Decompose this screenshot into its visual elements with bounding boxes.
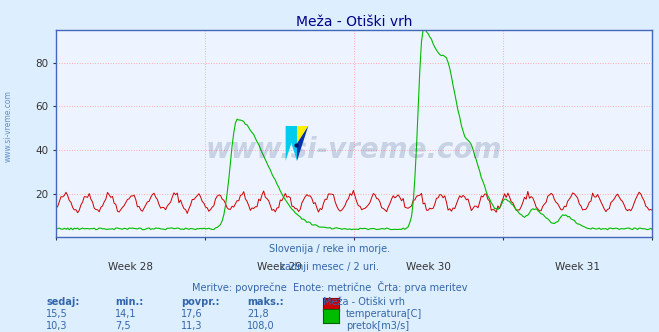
Polygon shape: [297, 126, 308, 143]
Text: Slovenija / reke in morje.: Slovenija / reke in morje.: [269, 244, 390, 254]
Text: 15,5: 15,5: [46, 309, 68, 319]
Polygon shape: [297, 126, 308, 161]
Text: 21,8: 21,8: [247, 309, 269, 319]
Text: Meža - Otiški vrh: Meža - Otiški vrh: [323, 297, 405, 307]
Text: zadnji mesec / 2 uri.: zadnji mesec / 2 uri.: [280, 262, 379, 272]
Text: Week 28: Week 28: [108, 262, 153, 272]
Text: Week 31: Week 31: [556, 262, 600, 272]
Text: 10,3: 10,3: [46, 321, 68, 331]
Polygon shape: [285, 126, 297, 161]
Text: temperatura[C]: temperatura[C]: [346, 309, 422, 319]
Text: 11,3: 11,3: [181, 321, 203, 331]
Text: pretok[m3/s]: pretok[m3/s]: [346, 321, 409, 331]
Title: Meža - Otiški vrh: Meža - Otiški vrh: [296, 15, 413, 29]
Text: povpr.:: povpr.:: [181, 297, 219, 307]
Text: 7,5: 7,5: [115, 321, 131, 331]
Polygon shape: [285, 126, 297, 161]
Text: sedaj:: sedaj:: [46, 297, 80, 307]
Text: Meritve: povprečne  Enote: metrične  Črta: prva meritev: Meritve: povprečne Enote: metrične Črta:…: [192, 281, 467, 292]
Text: www.si-vreme.com: www.si-vreme.com: [3, 90, 13, 162]
Text: maks.:: maks.:: [247, 297, 284, 307]
Text: 17,6: 17,6: [181, 309, 203, 319]
Text: 108,0: 108,0: [247, 321, 275, 331]
Text: 14,1: 14,1: [115, 309, 137, 319]
Text: min.:: min.:: [115, 297, 144, 307]
Text: Week 29: Week 29: [257, 262, 302, 272]
Text: www.si-vreme.com: www.si-vreme.com: [206, 136, 502, 164]
Text: Week 30: Week 30: [407, 262, 451, 272]
